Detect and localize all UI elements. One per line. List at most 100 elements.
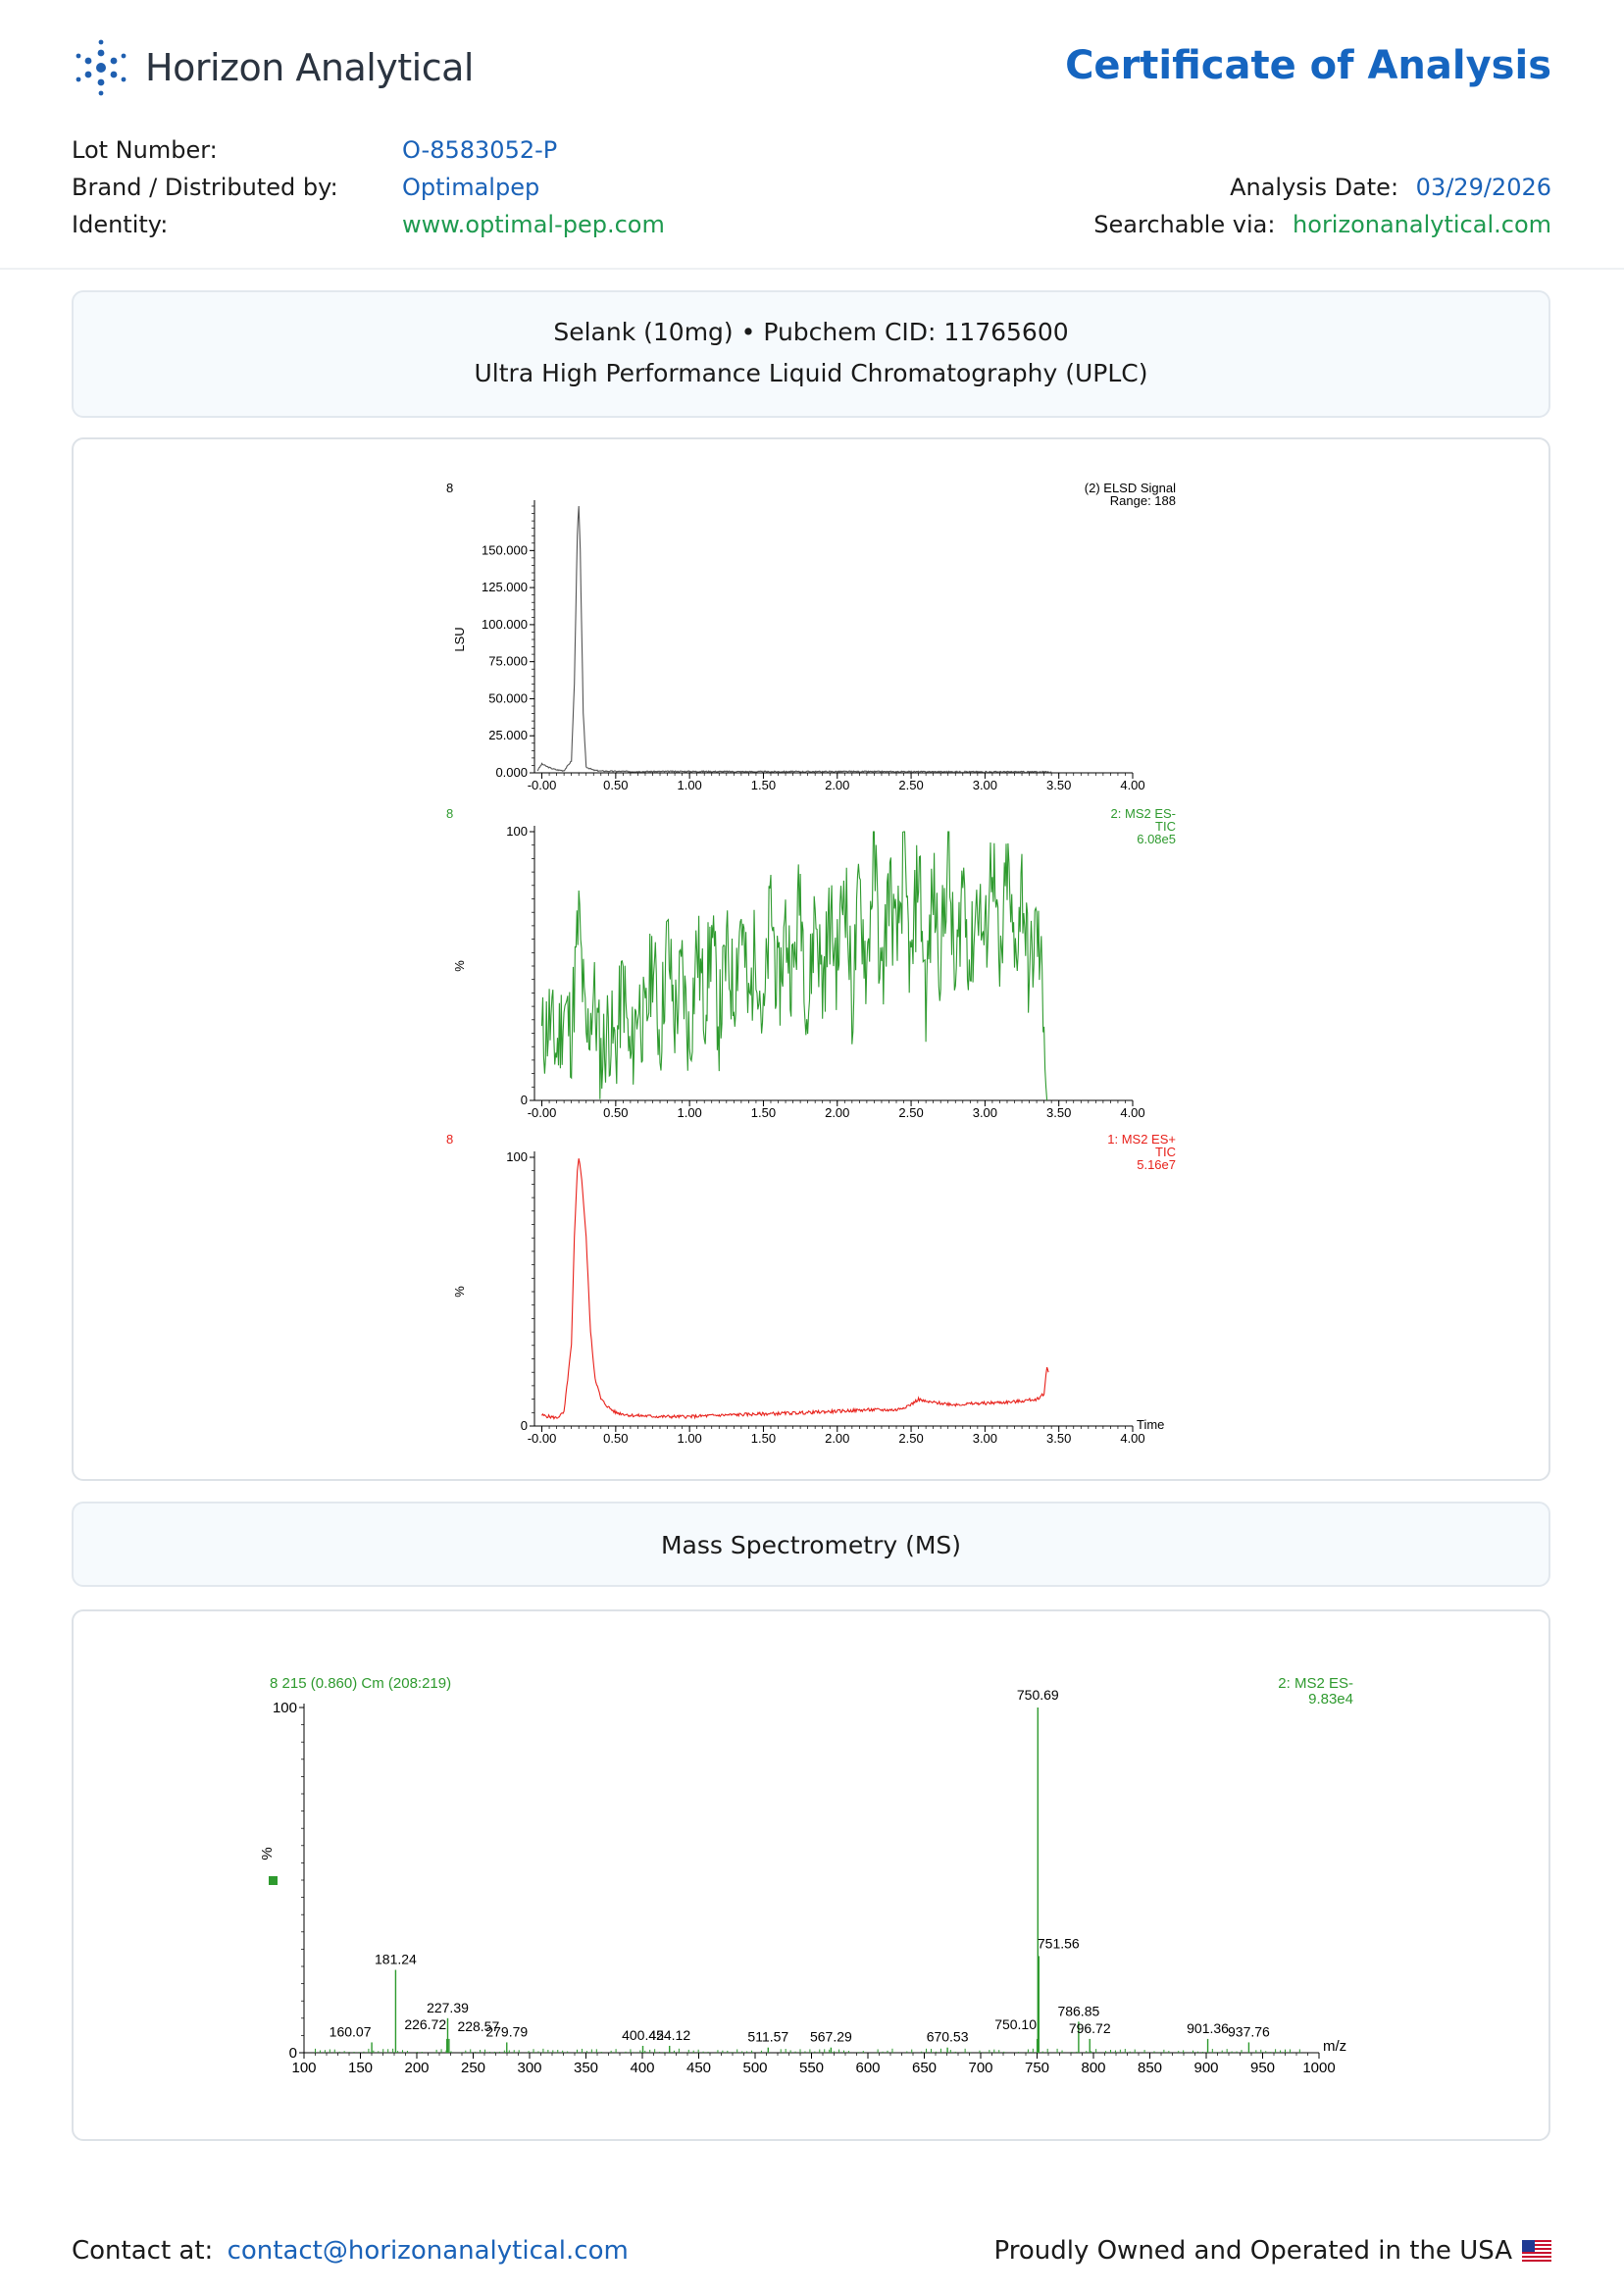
- ms-peak-label: 751.56: [1038, 1935, 1080, 1951]
- ms-y-tick-label: 0: [289, 2045, 297, 2062]
- ms-peak-label: 279.79: [485, 2023, 528, 2039]
- ms2-es-neg-tic-group: -0.00 0.50 1.00 1.50 2.00 2.50 3.00 3.50 4.00 0 10…: [446, 806, 1176, 1120]
- ms2-es-pos-tic-y-label: %: [452, 1286, 467, 1298]
- ms2-es-pos-tic-x-tick-label: 0.50: [603, 1431, 628, 1446]
- elsd-group: -0.00 0.50 1.00 1.50 2.00 2.50 3.00 3.50 4.00 0.0…: [446, 481, 1176, 792]
- ms-peak-label: 786.85: [1057, 2003, 1099, 2018]
- ms-peak-label: 228.57: [457, 2018, 499, 2034]
- elsd-y-tick-label: 100.000: [482, 617, 528, 632]
- ms-x-tick-label: 350: [574, 2060, 598, 2076]
- identity-label: Identity:: [72, 211, 169, 238]
- ms2-es-pos-tic-y-tick-label: 0: [521, 1418, 528, 1433]
- ms-x-tick-label: 900: [1193, 2060, 1218, 2076]
- ms2-es-pos-tic-x-tick-label: 1.50: [751, 1431, 776, 1446]
- ms-peak-label: 227.39: [427, 2000, 469, 2015]
- searchable-link[interactable]: horizonanalytical.com: [1293, 211, 1551, 238]
- analysis-date-label: Analysis Date:: [1230, 174, 1399, 201]
- elsd-y-tick-label: 125.000: [482, 580, 528, 594]
- ms-y-label: %: [259, 1847, 276, 1860]
- contact-email-link[interactable]: contact@horizonanalytical.com: [227, 2236, 629, 2266]
- ms2-es-pos-tic-trace-label: TIC: [1155, 1145, 1176, 1159]
- uplc-chart-panel: -0.00 0.50 1.00 1.50 2.00 2.50 3.00 3.50 4.00 0.0…: [72, 437, 1550, 1481]
- uplc-header-panel: Selank (10mg) • Pubchem CID: 11765600 Ul…: [72, 290, 1550, 418]
- ms2-es-pos-tic-x-tick-label: 2.50: [898, 1431, 923, 1446]
- ms-peak-label: 160.07: [330, 2023, 372, 2039]
- ms-peak-label: 567.29: [810, 2029, 852, 2045]
- ms-x-label: m/z: [1323, 2038, 1346, 2055]
- ms-peak-label: 670.53: [927, 2029, 969, 2045]
- brand-name: Horizon Analytical: [145, 46, 474, 89]
- ms-x-tick-label: 800: [1081, 2060, 1105, 2076]
- elsd-x-tick-label: 3.50: [1046, 778, 1071, 792]
- elsd-x-tick-label: 3.00: [973, 778, 997, 792]
- ms-peak-label: 750.69: [1017, 1687, 1059, 1703]
- ms-marker-square: [269, 1876, 278, 1885]
- ms2-es-neg-tic-x-tick-label: 3.00: [973, 1105, 997, 1120]
- elsd-x-tick-label: 1.00: [677, 778, 701, 792]
- ms2-es-neg-tic-x-tick-label: 1.00: [677, 1105, 701, 1120]
- method-line: Ultra High Performance Liquid Chromatogr…: [474, 359, 1148, 387]
- ms-x-tick-label: 750: [1025, 2060, 1049, 2076]
- ms2-es-neg-tic-x-tick-label: 2.00: [825, 1105, 849, 1120]
- lot-number: O-8583052-P: [402, 136, 558, 164]
- uplc-chromatograms: -0.00 0.50 1.00 1.50 2.00 2.50 3.00 3.50 4.00 0.0…: [446, 481, 1176, 1446]
- analysis-date-value: 03/29/2026: [1415, 174, 1551, 201]
- ms2-es-neg-tic-corner-label: 8: [446, 806, 453, 821]
- ms-x-tick-label: 300: [517, 2060, 541, 2076]
- ms2-es-neg-tic-x-tick-label: 4.00: [1120, 1105, 1144, 1120]
- brand-logo: Horizon Analytical: [71, 35, 474, 100]
- ms2-es-neg-tic-trace-label: TIC: [1155, 819, 1176, 834]
- contact: Contact at: contact@horizonanalytical.co…: [72, 2236, 629, 2266]
- ms-peak-label: 424.12: [648, 2027, 690, 2043]
- elsd-x-tick-label: 1.50: [751, 778, 776, 792]
- ms2-es-pos-tic-x-tick-label: 2.00: [825, 1431, 849, 1446]
- elsd-corner-label: 8: [446, 481, 453, 495]
- ms-x-tick-label: 100: [291, 2060, 316, 2076]
- header-divider: [0, 268, 1624, 270]
- ms2-es-neg-tic-x-tick-label: 3.50: [1046, 1105, 1071, 1120]
- ms-x-tick-label: 600: [855, 2060, 880, 2076]
- elsd-y-tick-label: 150.000: [482, 542, 528, 557]
- elsd-trace-label: (2) ELSD Signal: [1085, 481, 1176, 495]
- ms2-es-pos-tic-group: -0.00 0.50 1.00 1.50 2.00 2.50 3.00 3.50 4.00 0 10…: [446, 1132, 1176, 1446]
- ms2-es-pos-tic-x-tick-label: 4.00: [1120, 1431, 1144, 1446]
- usa-note: Proudly Owned and Operated in the USA: [993, 2236, 1551, 2266]
- ms2-es-neg-tic-x-tick-label: -0.00: [528, 1105, 557, 1120]
- ms-header-panel: Mass Spectrometry (MS): [72, 1502, 1550, 1587]
- ms2-es-neg-tic-x-tick-label: 0.50: [603, 1105, 628, 1120]
- ms2-es-pos-tic-trace-label: 5.16e7: [1137, 1157, 1176, 1172]
- ms-peak-label: 796.72: [1069, 2020, 1111, 2036]
- ms2-es-neg-tic-y-label: %: [452, 960, 467, 972]
- ms-x-tick-label: 150: [348, 2060, 373, 2076]
- ms-chart-panel: 100 150 200 250 300 350 400 450 500 550 600 650 700 7…: [72, 1609, 1550, 2141]
- ms2-es-pos-tic-x-tick-label: 3.50: [1046, 1431, 1071, 1446]
- elsd-y-tick-label: 50.000: [488, 690, 528, 705]
- ms-title: Mass Spectrometry (MS): [660, 1531, 962, 1559]
- elsd-trace-label: Range: 188: [1110, 493, 1176, 508]
- identity-link[interactable]: www.optimal-pep.com: [402, 211, 665, 238]
- elsd-x-tick-label: 2.50: [898, 778, 923, 792]
- ms2-es-pos-tic-x-tick-label: 1.00: [677, 1431, 701, 1446]
- ms-peak-label: 511.57: [747, 2029, 788, 2045]
- elsd-x-tick-label: 4.00: [1120, 778, 1144, 792]
- ms2-es-pos-tic-x-label: Time: [1137, 1417, 1164, 1432]
- ms-x-tick-label: 550: [799, 2060, 824, 2076]
- ms-x-tick-label: 850: [1138, 2060, 1162, 2076]
- ms2-es-pos-tic-y-tick-label: 100: [506, 1149, 528, 1164]
- ms-x-tick-label: 700: [968, 2060, 992, 2076]
- elsd-x-tick-label: 2.00: [825, 778, 849, 792]
- ms-peak-label: 400.45: [622, 2027, 664, 2043]
- ms-peak-label: 901.36: [1187, 2020, 1229, 2036]
- ms2-es-pos-tic-corner-label: 8: [446, 1132, 453, 1147]
- ms-x-tick-label: 1000: [1302, 2060, 1335, 2076]
- document-title: Certificate of Analysis: [1065, 43, 1551, 88]
- compound-line: Selank (10mg) • Pubchem CID: 11765600: [553, 318, 1069, 346]
- ms2-es-neg-tic-x-tick-label: 1.50: [751, 1105, 776, 1120]
- contact-label: Contact at:: [72, 2236, 214, 2266]
- ms-y-tick-label: 100: [273, 1700, 297, 1716]
- elsd-y-tick-label: 0.000: [495, 765, 528, 780]
- us-flag-icon: [1522, 2240, 1551, 2262]
- ms-spectrum-group: 100 150 200 250 300 350 400 450 500 550 600 650 700 7…: [259, 1675, 1353, 2076]
- ms2-es-pos-tic-trace-line: [541, 1158, 1049, 1420]
- ms-spectrum-chart: 100 150 200 250 300 350 400 450 500 550 600 650 700 7…: [259, 1675, 1353, 2076]
